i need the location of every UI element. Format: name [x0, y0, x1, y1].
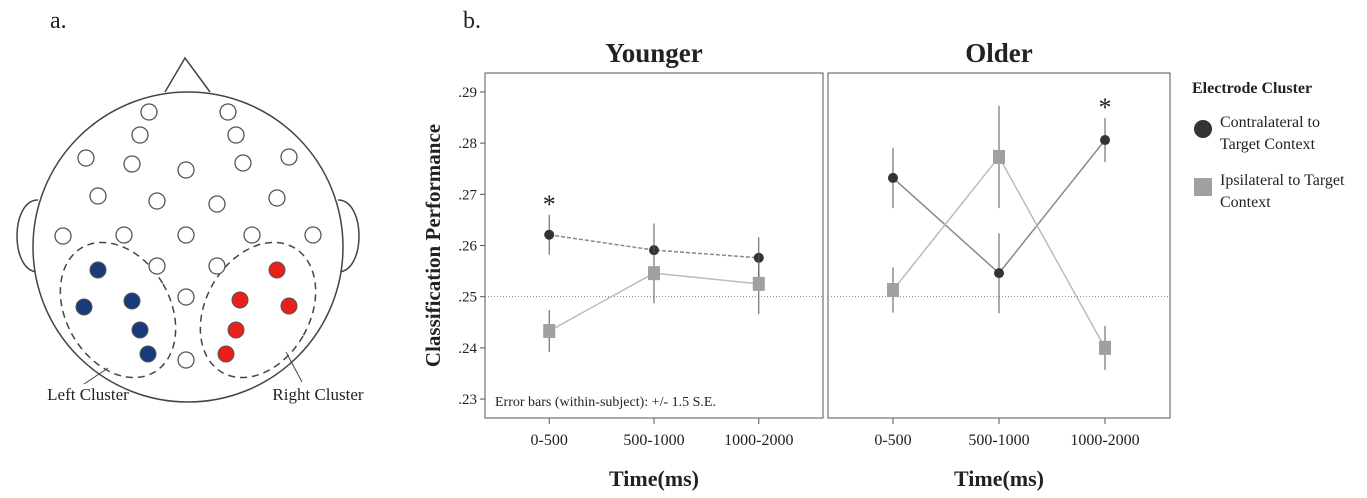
panel-label: b. [463, 8, 481, 34]
y-tick-label: .29 [458, 85, 477, 101]
note: Error bars (within-subject): +/- 1.5 S.E… [495, 395, 716, 410]
legend-label: Contralateral to Target Context [1220, 114, 1320, 153]
legend-item: Ipsilateral to Target Context [1192, 170, 1362, 214]
data-point [543, 323, 556, 338]
data-point [886, 283, 899, 298]
x-tick-label: 0-500 [874, 432, 911, 449]
y-tick-label: .24 [458, 341, 477, 357]
legend-symbol [1194, 120, 1212, 138]
x-axis-label: Time(ms) [954, 466, 1044, 491]
panel-label: a. [50, 8, 67, 34]
x-tick-label: 0-500 [531, 432, 568, 449]
data-point [544, 229, 555, 240]
panel-title: Younger [605, 38, 703, 68]
y-tick-label: .25 [458, 290, 477, 306]
x-tick-label: 500-1000 [968, 432, 1029, 449]
significance-marker: * [543, 190, 556, 219]
x-tick-label: 1000-2000 [724, 432, 793, 449]
legend-label: Ipsilateral to Target Context [1220, 172, 1345, 211]
data-point [1100, 135, 1111, 146]
legend-item: Contralateral to Target Context [1192, 112, 1362, 156]
legend-symbol [1194, 178, 1212, 196]
significance-marker: * [1099, 93, 1112, 122]
y-tick-label: .27 [458, 187, 477, 203]
data-point [994, 268, 1004, 279]
x-axis-label: Time(ms) [609, 466, 699, 491]
legend-title: Electrode Cluster [1192, 80, 1313, 97]
data-point [1099, 340, 1112, 355]
data-point [648, 266, 660, 281]
legend: Electrode Cluster Contralateral to Target… [1192, 80, 1362, 228]
data-point [752, 276, 765, 291]
panel-title: Older [965, 38, 1033, 68]
y-tick-label: .23 [458, 392, 477, 408]
y-tick-label: .26 [458, 239, 477, 255]
y-tick-label: .28 [458, 136, 477, 152]
data-point [993, 149, 1005, 164]
x-tick-label: 1000-2000 [1070, 432, 1139, 449]
cluster-label: Right Cluster [272, 385, 363, 404]
y-axis-label: Classification Performance [421, 124, 445, 367]
cluster-label: Left Cluster [47, 385, 129, 404]
head-diagram [16, 56, 360, 403]
data-point [887, 172, 898, 183]
x-tick-label: 500-1000 [623, 432, 684, 449]
